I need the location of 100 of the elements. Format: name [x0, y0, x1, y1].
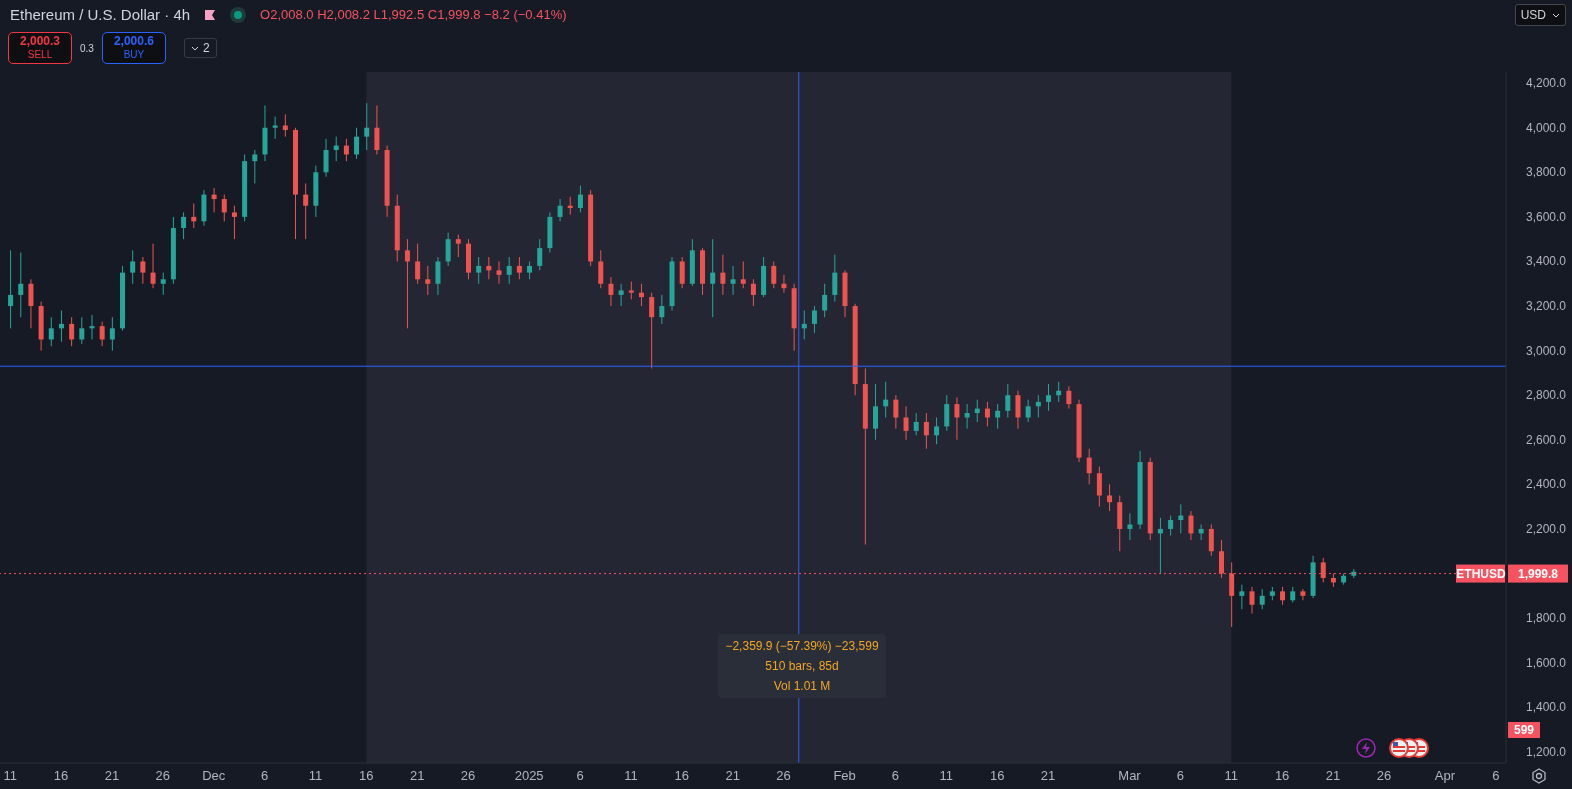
y-tick-label: 2,400.0 [1525, 477, 1567, 492]
y-tick-label: 2,800.0 [1525, 388, 1567, 403]
candlestick [1046, 383, 1052, 412]
x-tick-label: 21 [104, 768, 120, 784]
candlestick [934, 417, 940, 445]
x-tick-label: Feb [833, 768, 856, 784]
candlestick [1025, 399, 1031, 423]
candlestick [374, 104, 380, 155]
candlestick [598, 249, 604, 289]
candlestick [964, 403, 970, 430]
candlestick [649, 292, 655, 369]
candlestick [1127, 512, 1133, 541]
candlestick [1218, 539, 1224, 579]
candlestick [435, 256, 441, 296]
x-tick-label: 11 [1224, 768, 1239, 784]
x-tick-label: 16 [53, 768, 69, 784]
x-tick-label: 21 [725, 768, 740, 784]
candlestick [496, 260, 502, 285]
y-tick-label: 3,800.0 [1525, 165, 1567, 180]
candlestick [771, 260, 777, 289]
candlestick [537, 238, 543, 271]
y-tick-label: 1,800.0 [1525, 611, 1567, 626]
y-tick-label: 1,600.0 [1525, 655, 1567, 670]
candlestick [873, 383, 879, 441]
candlestick [1198, 523, 1204, 541]
candlestick [181, 211, 187, 240]
y-tick-label: 1,200.0 [1525, 744, 1567, 759]
y-tick-label: 2,200.0 [1525, 521, 1567, 536]
y-tick-label: 4,000.0 [1525, 120, 1567, 135]
candlestick [1107, 483, 1113, 512]
y-tick-label: 3,000.0 [1525, 343, 1567, 358]
candlestick [557, 198, 563, 222]
candlestick [1035, 394, 1041, 418]
candlestick [150, 243, 156, 289]
candlestick [995, 403, 1001, 430]
candlestick [282, 113, 288, 138]
candlestick [883, 381, 889, 418]
chart-subtitle: O2,008.0 H2,008.2 L1,992.5 C1,999.8 −8.2 (−0.41%) [260, 7, 567, 22]
candlestick [1208, 523, 1214, 557]
candlestick [618, 283, 624, 307]
x-tick-label: Apr [1434, 768, 1456, 784]
text: 1,999.8 [1517, 566, 1559, 581]
y-tick-label: 1,400.0 [1525, 700, 1567, 715]
x-tick-label: 16 [989, 768, 1005, 784]
text: SELL [26, 48, 54, 62]
candlestick [8, 249, 14, 329]
candlestick [638, 283, 644, 307]
x-tick-label: 16 [674, 768, 689, 784]
candlestick [58, 310, 64, 343]
candlestick [1178, 503, 1184, 534]
x-tick-label: 26 [460, 768, 476, 784]
candlestick [486, 256, 492, 280]
x-tick-label: 21 [1325, 768, 1341, 784]
candlestick [984, 401, 990, 427]
candlestick [476, 256, 482, 285]
x-tick-label: 11 [308, 768, 323, 784]
x-tick-label: 26 [1376, 768, 1392, 784]
candlestick [79, 316, 85, 345]
candlestick [954, 396, 960, 441]
candlestick [455, 234, 461, 258]
candlestick [1249, 586, 1255, 615]
x-tick-label: 6 [1492, 768, 1500, 784]
y-tick-label: 3,600.0 [1525, 209, 1567, 224]
candlestick [191, 203, 197, 229]
candlestick [1096, 466, 1102, 508]
candlestick [974, 399, 980, 423]
candlestick [1066, 385, 1072, 410]
text: 599 [1508, 722, 1541, 738]
candlestick [659, 294, 665, 325]
candlestick [608, 276, 614, 307]
candlestick [231, 205, 237, 240]
candlestick [272, 116, 278, 140]
candlestick [354, 127, 360, 160]
annotation: Vol 1.01 M [772, 678, 832, 695]
candlestick [811, 305, 817, 334]
annotation: 510 bars, 85d [764, 658, 840, 675]
candlestick [750, 278, 756, 307]
candlestick [679, 256, 685, 289]
candlestick [140, 256, 146, 285]
candlestick [1239, 584, 1245, 610]
x-tick-label: 16 [359, 768, 374, 784]
candlestick [1259, 588, 1265, 610]
x-tick-label: Dec [202, 768, 226, 784]
text: 0.3 [80, 42, 94, 54]
candlestick [425, 265, 431, 296]
candlestick [577, 185, 583, 213]
x-tick-label: 21 [1040, 768, 1056, 784]
text: 2 [202, 41, 210, 55]
x-tick-label: 11 [3, 768, 17, 784]
candlestick [1086, 448, 1092, 485]
x-tick-label: 6 [576, 768, 584, 784]
x-tick-label: 6 [1176, 768, 1184, 784]
annotation: −2,359.9 (−57.39%) −23,599 [724, 638, 880, 655]
candlestick [221, 194, 227, 222]
candlestick [323, 138, 329, 178]
candlestick [48, 316, 54, 347]
candlestick [211, 187, 217, 213]
candlestick [923, 412, 929, 450]
candlestick [1168, 515, 1174, 537]
candlestick [18, 252, 24, 318]
